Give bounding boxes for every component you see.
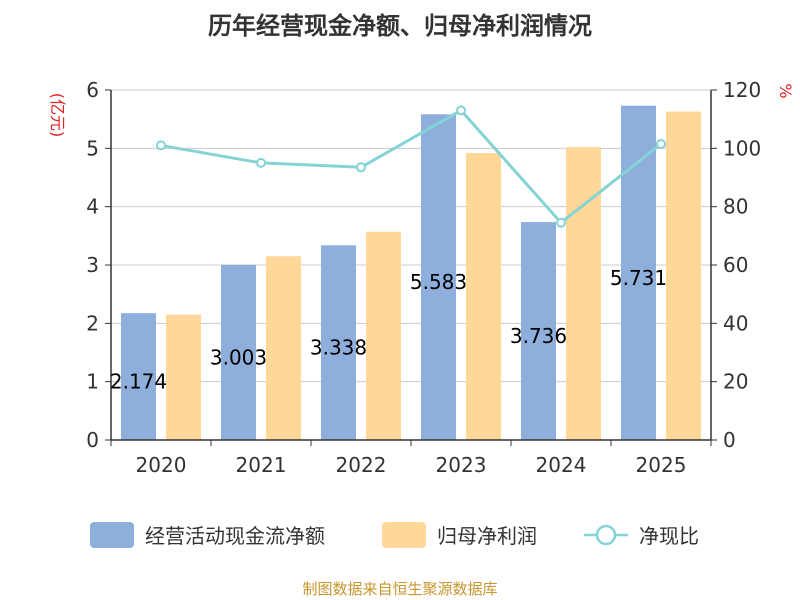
ratio-point — [656, 138, 666, 149]
right-axis-unit: % — [776, 83, 795, 98]
right-tick-label: 80 — [723, 195, 748, 219]
bar-cashflow — [121, 313, 156, 440]
left-tick-label: 5 — [86, 136, 99, 160]
data-label: 5.731 — [610, 266, 667, 290]
bar-netprofit — [566, 147, 601, 440]
bar-cashflow — [521, 222, 556, 440]
ratio-point — [556, 217, 566, 228]
chart-title: 历年经营现金净额、归母净利润情况 — [208, 12, 592, 40]
data-label: 3.003 — [210, 345, 267, 369]
left-tick-label: 4 — [86, 195, 99, 219]
legend-swatch — [90, 522, 134, 548]
data-label: 3.736 — [510, 324, 567, 348]
legend-swatch-marker — [595, 524, 617, 546]
bar-netprofit — [166, 314, 201, 440]
left-tick-label: 2 — [86, 311, 99, 335]
ratio-line — [156, 105, 666, 228]
x-tick-label: 2023 — [436, 453, 487, 477]
ratio-line-path — [160, 108, 662, 225]
right-tick-label: 20 — [723, 370, 748, 394]
left-tick-label: 3 — [86, 253, 99, 277]
legend-label: 经营活动现金流净额 — [145, 524, 325, 548]
data-label: 5.583 — [410, 270, 467, 294]
footer-source: 制图数据来自恒生聚源数据库 — [302, 580, 497, 598]
left-tick-label: 0 — [86, 428, 99, 452]
ratio-point — [456, 105, 466, 116]
grid — [111, 89, 711, 383]
bar-cashflow — [221, 264, 256, 440]
x-tick-label: 2022 — [336, 453, 387, 477]
right-tick-label: 120 — [723, 78, 761, 102]
bar-netprofit — [666, 111, 701, 440]
bar-cashflow — [421, 114, 456, 440]
x-tick-label: 2025 — [636, 453, 687, 477]
left-axis-unit: (亿元) — [48, 93, 67, 138]
right-tick-label: 60 — [723, 253, 748, 277]
bar-netprofit — [466, 153, 501, 440]
left-tick-label: 6 — [86, 78, 99, 102]
legend: 经营活动现金流净额 归母净利润 净现比 — [90, 522, 699, 548]
bar-netprofit — [266, 256, 301, 440]
x-tick-label: 2021 — [236, 453, 287, 477]
left-tick-label: 1 — [86, 370, 99, 394]
bar-cashflow — [321, 245, 356, 440]
ratio-point — [256, 157, 266, 168]
ratio-point — [156, 140, 166, 151]
bar-netprofit — [366, 231, 401, 440]
right-tick-label: 100 — [723, 136, 761, 160]
legend-label: 净现比 — [639, 524, 699, 548]
right-tick-label: 40 — [723, 311, 748, 335]
data-label: 3.338 — [310, 336, 367, 360]
x-tick-label: 2024 — [536, 453, 587, 477]
legend-swatch — [382, 522, 426, 548]
data-label: 2.174 — [110, 370, 167, 394]
bars — [121, 105, 701, 441]
right-tick-label: 0 — [723, 428, 736, 452]
legend-label: 归母净利润 — [437, 524, 537, 548]
x-tick-label: 2020 — [136, 453, 187, 477]
ratio-point — [356, 162, 366, 173]
data-labels: 2.174 3.003 3.338 5.583 3.736 5.731 — [110, 266, 667, 394]
